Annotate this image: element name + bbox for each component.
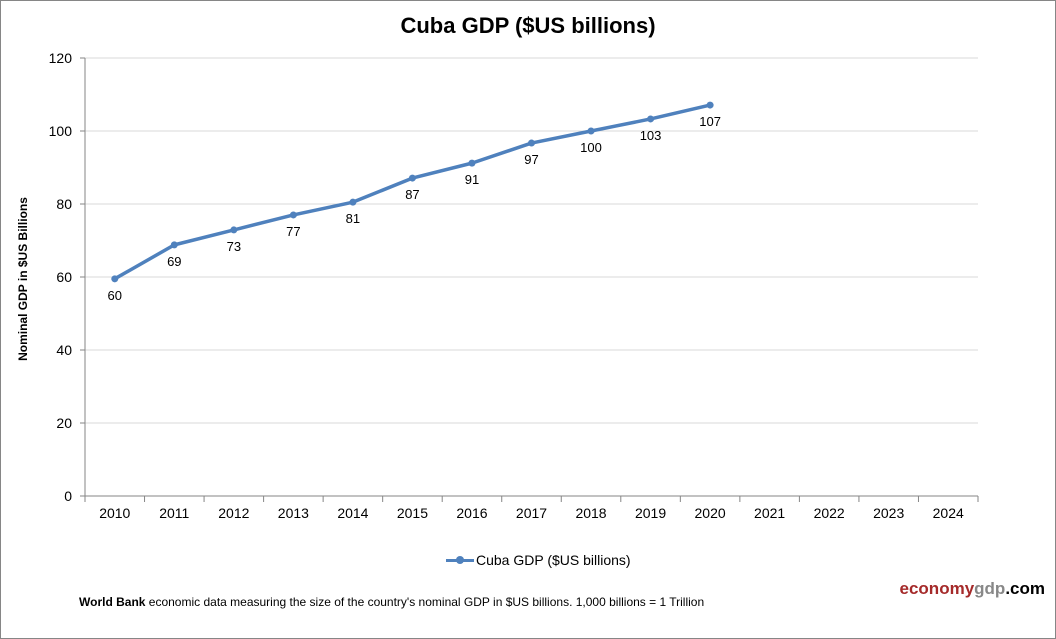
footnote-text: economic data measuring the size of the … bbox=[145, 595, 705, 609]
brand-part: .com bbox=[1005, 579, 1045, 598]
data-label: 97 bbox=[524, 152, 538, 167]
footnote-source: World Bank bbox=[79, 595, 146, 609]
x-tick-label: 2020 bbox=[695, 505, 726, 521]
brand-part: economy bbox=[899, 579, 975, 598]
footnote: World Bank economic data measuring the s… bbox=[79, 595, 704, 609]
legend-label: Cuba GDP ($US billions) bbox=[476, 552, 631, 568]
x-tick-label: 2024 bbox=[933, 505, 964, 521]
x-tick-label: 2016 bbox=[456, 505, 487, 521]
chart-title: Cuba GDP ($US billions) bbox=[400, 13, 656, 38]
data-label: 100 bbox=[580, 140, 602, 155]
brand-part: gdp bbox=[974, 579, 1006, 598]
y-tick-label: 60 bbox=[56, 269, 72, 285]
data-label: 77 bbox=[286, 224, 300, 239]
x-tick-label: 2017 bbox=[516, 505, 547, 521]
data-point bbox=[349, 198, 357, 206]
brand-logo[interactable]: economygdp.com bbox=[900, 579, 1045, 599]
data-point bbox=[587, 127, 595, 135]
data-point bbox=[647, 115, 655, 123]
x-tick-label: 2018 bbox=[575, 505, 606, 521]
legend-marker-icon bbox=[446, 556, 474, 564]
data-point bbox=[706, 101, 714, 109]
data-point bbox=[230, 226, 238, 234]
data-label: 60 bbox=[108, 288, 122, 303]
data-label: 103 bbox=[640, 128, 662, 143]
x-tick-label: 2014 bbox=[337, 505, 368, 521]
data-point bbox=[468, 159, 476, 167]
x-tick-label: 2013 bbox=[278, 505, 309, 521]
x-tick-label: 2012 bbox=[218, 505, 249, 521]
data-point bbox=[528, 139, 535, 147]
x-tick-label: 2021 bbox=[754, 505, 785, 521]
y-tick-label: 20 bbox=[56, 415, 72, 431]
data-label: 81 bbox=[346, 211, 360, 226]
data-label: 91 bbox=[465, 172, 479, 187]
x-tick-label: 2019 bbox=[635, 505, 666, 521]
y-tick-label: 120 bbox=[49, 50, 73, 66]
x-tick-label: 2010 bbox=[99, 505, 130, 521]
data-label: 87 bbox=[405, 187, 419, 202]
y-tick-label: 40 bbox=[56, 342, 72, 358]
data-point bbox=[170, 241, 178, 249]
legend: Cuba GDP ($US billions) bbox=[446, 552, 631, 568]
x-tick-label: 2011 bbox=[159, 505, 189, 521]
x-tick-label: 2022 bbox=[814, 505, 845, 521]
data-label: 69 bbox=[167, 254, 181, 269]
data-label: 107 bbox=[699, 114, 721, 129]
x-tick-label: 2023 bbox=[873, 505, 904, 521]
y-tick-label: 80 bbox=[56, 196, 72, 212]
data-point bbox=[289, 211, 297, 219]
data-label: 73 bbox=[227, 239, 241, 254]
y-tick-label: 0 bbox=[64, 488, 72, 504]
data-point bbox=[408, 174, 416, 182]
data-point bbox=[111, 275, 119, 283]
x-tick-label: 2015 bbox=[397, 505, 428, 521]
y-tick-label: 100 bbox=[49, 123, 73, 139]
